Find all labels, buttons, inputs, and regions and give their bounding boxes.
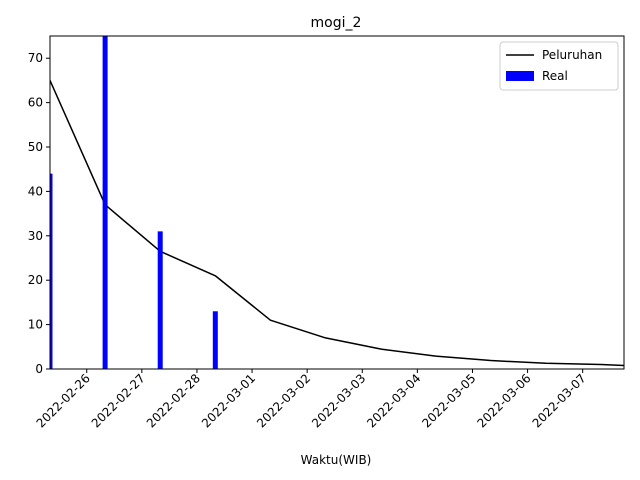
y-axis: 0 10 20 30 40 50 60 70 bbox=[28, 51, 50, 376]
x-tick-label: 2022-03-02 bbox=[254, 371, 313, 430]
plot-frame bbox=[49, 35, 625, 370]
x-tick-label: 2022-02-27 bbox=[89, 371, 148, 430]
y-tick-label: 60 bbox=[28, 96, 43, 110]
y-tick-label: 40 bbox=[28, 184, 43, 198]
y-tick-label: 50 bbox=[28, 140, 43, 154]
legend-marker-real bbox=[506, 71, 534, 81]
x-tick-label: 2022-03-03 bbox=[309, 371, 368, 430]
x-tick-label: 2022-02-28 bbox=[144, 371, 203, 430]
x-tick-label: 2022-03-01 bbox=[199, 371, 258, 430]
bar-real-2 bbox=[157, 231, 163, 369]
x-tick-label: 2022-02-26 bbox=[34, 371, 93, 430]
legend: Peluruhan Real bbox=[499, 41, 619, 91]
y-tick-label: 70 bbox=[28, 51, 43, 65]
bar-real-0 bbox=[50, 173, 53, 369]
x-tick-label: 2022-03-07 bbox=[530, 371, 589, 430]
x-tick-label: 2022-03-04 bbox=[364, 371, 423, 430]
line-peluruhan bbox=[50, 80, 624, 367]
legend-label-peluruhan: Peluruhan bbox=[542, 48, 602, 62]
chart-title: mogi_2 bbox=[311, 15, 362, 31]
x-tick-label: 2022-03-05 bbox=[419, 371, 478, 430]
y-tick-label: 20 bbox=[28, 273, 43, 287]
bar-real-3 bbox=[212, 311, 218, 369]
x-tick-label: 2022-03-06 bbox=[474, 371, 533, 430]
x-axis-label: Waktu(WIB) bbox=[301, 453, 372, 467]
legend-label-real: Real bbox=[542, 69, 568, 83]
x-axis: 2022-02-262022-02-272022-02-282022-03-01… bbox=[34, 369, 589, 430]
y-tick-label: 30 bbox=[28, 229, 43, 243]
plot-area bbox=[50, 36, 624, 369]
bar-real-1 bbox=[102, 36, 108, 369]
y-tick-label: 0 bbox=[35, 362, 43, 376]
y-tick-label: 10 bbox=[28, 318, 43, 332]
